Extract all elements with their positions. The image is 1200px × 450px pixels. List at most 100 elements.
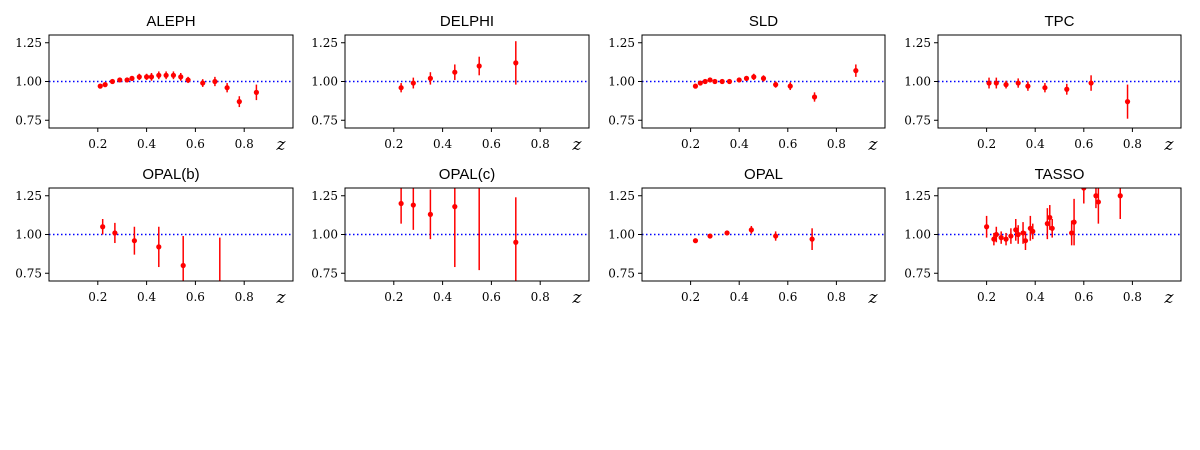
- x-tick-label: 0.8: [235, 290, 254, 304]
- x-tick-label: 0.6: [186, 290, 205, 304]
- y-tick-label: 1.25: [904, 36, 931, 50]
- x-tick-label: 0.4: [1026, 137, 1045, 151]
- data-point: [743, 75, 750, 81]
- data-point: [773, 233, 779, 239]
- data-point: [236, 99, 242, 105]
- data-point: [100, 224, 106, 230]
- data-points: [97, 71, 259, 108]
- y-tick-label: 1.25: [608, 189, 635, 203]
- x-tick-label: 0.6: [186, 137, 205, 151]
- data-point: [1088, 80, 1094, 86]
- x-axis-label: z: [572, 288, 583, 308]
- panel-title: DELPHI: [440, 13, 494, 30]
- data-point: [1064, 86, 1070, 92]
- data-point: [513, 60, 519, 66]
- data-point: [1049, 225, 1055, 231]
- y-tick-label: 1.00: [15, 75, 42, 89]
- panel-opal-c: OPAL(c) 0.75 1.00 1.25 0.2 0.4 0.6 0.8 z: [311, 166, 590, 308]
- panel-title: TPC: [1045, 13, 1075, 30]
- panel-title: SLD: [749, 13, 778, 30]
- data-point: [751, 74, 757, 80]
- x-tick-label: 0.2: [681, 137, 700, 151]
- data-point: [398, 200, 404, 207]
- data-point: [1093, 193, 1099, 199]
- data-point: [129, 75, 135, 81]
- y-tick-label: 0.75: [904, 266, 931, 280]
- x-axis-label: z: [868, 135, 879, 155]
- y-tick-label: 1.00: [311, 75, 338, 89]
- data-point: [170, 72, 177, 78]
- data-point: [148, 74, 155, 80]
- y-tick-label: 0.75: [904, 113, 931, 127]
- x-tick-label: 0.2: [977, 290, 996, 304]
- data-point: [1015, 80, 1021, 86]
- data-point: [102, 82, 108, 88]
- y-tick-label: 1.25: [15, 36, 42, 50]
- data-point: [787, 83, 793, 89]
- x-tick-label: 0.4: [137, 290, 156, 304]
- data-point: [1042, 85, 1048, 91]
- x-axis-label: z: [276, 135, 287, 155]
- data-point: [809, 236, 815, 242]
- y-tick-label: 1.00: [15, 228, 42, 242]
- data-point: [993, 80, 999, 86]
- x-tick-label: 0.2: [384, 137, 403, 151]
- data-point: [131, 238, 137, 244]
- x-tick-label: 0.2: [681, 290, 700, 304]
- data-point: [156, 244, 162, 250]
- data-point: [811, 94, 818, 100]
- data-points: [398, 188, 519, 281]
- data-point: [124, 77, 130, 83]
- data-points: [692, 64, 859, 102]
- x-tick-label: 0.2: [977, 137, 996, 151]
- data-point: [707, 77, 713, 83]
- data-point: [986, 80, 992, 86]
- data-points: [100, 219, 221, 281]
- data-point: [1003, 236, 1009, 242]
- data-point: [1020, 230, 1026, 236]
- data-point: [692, 83, 699, 89]
- x-tick-label: 0.2: [88, 290, 107, 304]
- panel-aleph: ALEPH 0.75 1.00 1.25 0.2 0.4 0.6 0.8 z: [15, 13, 294, 155]
- y-tick-label: 1.25: [311, 189, 338, 203]
- x-tick-label: 0.4: [730, 137, 749, 151]
- panel-opal: OPAL 0.75 1.00 1.25 0.2 0.4 0.6 0.8 z: [608, 166, 886, 308]
- data-point: [773, 82, 779, 88]
- panel-delphi: DELPHI 0.75 1.00 1.25 0.2 0.4 0.6 0.8 z: [311, 13, 590, 155]
- data-point: [702, 78, 708, 85]
- data-point: [707, 233, 713, 239]
- data-point: [760, 75, 767, 81]
- data-point: [736, 77, 742, 83]
- data-point: [212, 78, 218, 85]
- data-point: [163, 72, 169, 78]
- panel-sld: SLD 0.75 1.00 1.25 0.2 0.4 0.6 0.8 z: [608, 13, 886, 155]
- data-point: [200, 80, 206, 86]
- x-tick-label: 0.4: [730, 290, 749, 304]
- x-tick-label: 0.2: [384, 290, 403, 304]
- data-point: [452, 69, 458, 75]
- x-tick-label: 0.6: [778, 290, 797, 304]
- x-axis-label: z: [572, 135, 583, 155]
- y-tick-label: 1.25: [311, 36, 338, 50]
- data-point: [1069, 230, 1075, 236]
- y-tick-label: 1.00: [608, 75, 635, 89]
- data-point: [984, 224, 990, 230]
- data-point: [452, 204, 458, 210]
- x-axis-label: z: [1164, 135, 1175, 155]
- y-tick-label: 0.75: [311, 113, 338, 127]
- data-point: [156, 72, 162, 78]
- data-point: [1047, 214, 1053, 221]
- data-point: [427, 211, 433, 217]
- data-point: [109, 78, 116, 85]
- data-point: [185, 77, 191, 83]
- data-point: [993, 231, 999, 238]
- x-axis-label: z: [1164, 288, 1175, 308]
- panel-title: ALEPH: [146, 13, 195, 30]
- panel-title: OPAL(c): [439, 166, 495, 183]
- data-point: [136, 74, 142, 80]
- x-tick-label: 0.4: [433, 137, 452, 151]
- x-axis-label: z: [276, 288, 287, 308]
- data-point: [178, 74, 184, 80]
- y-tick-label: 1.25: [904, 189, 931, 203]
